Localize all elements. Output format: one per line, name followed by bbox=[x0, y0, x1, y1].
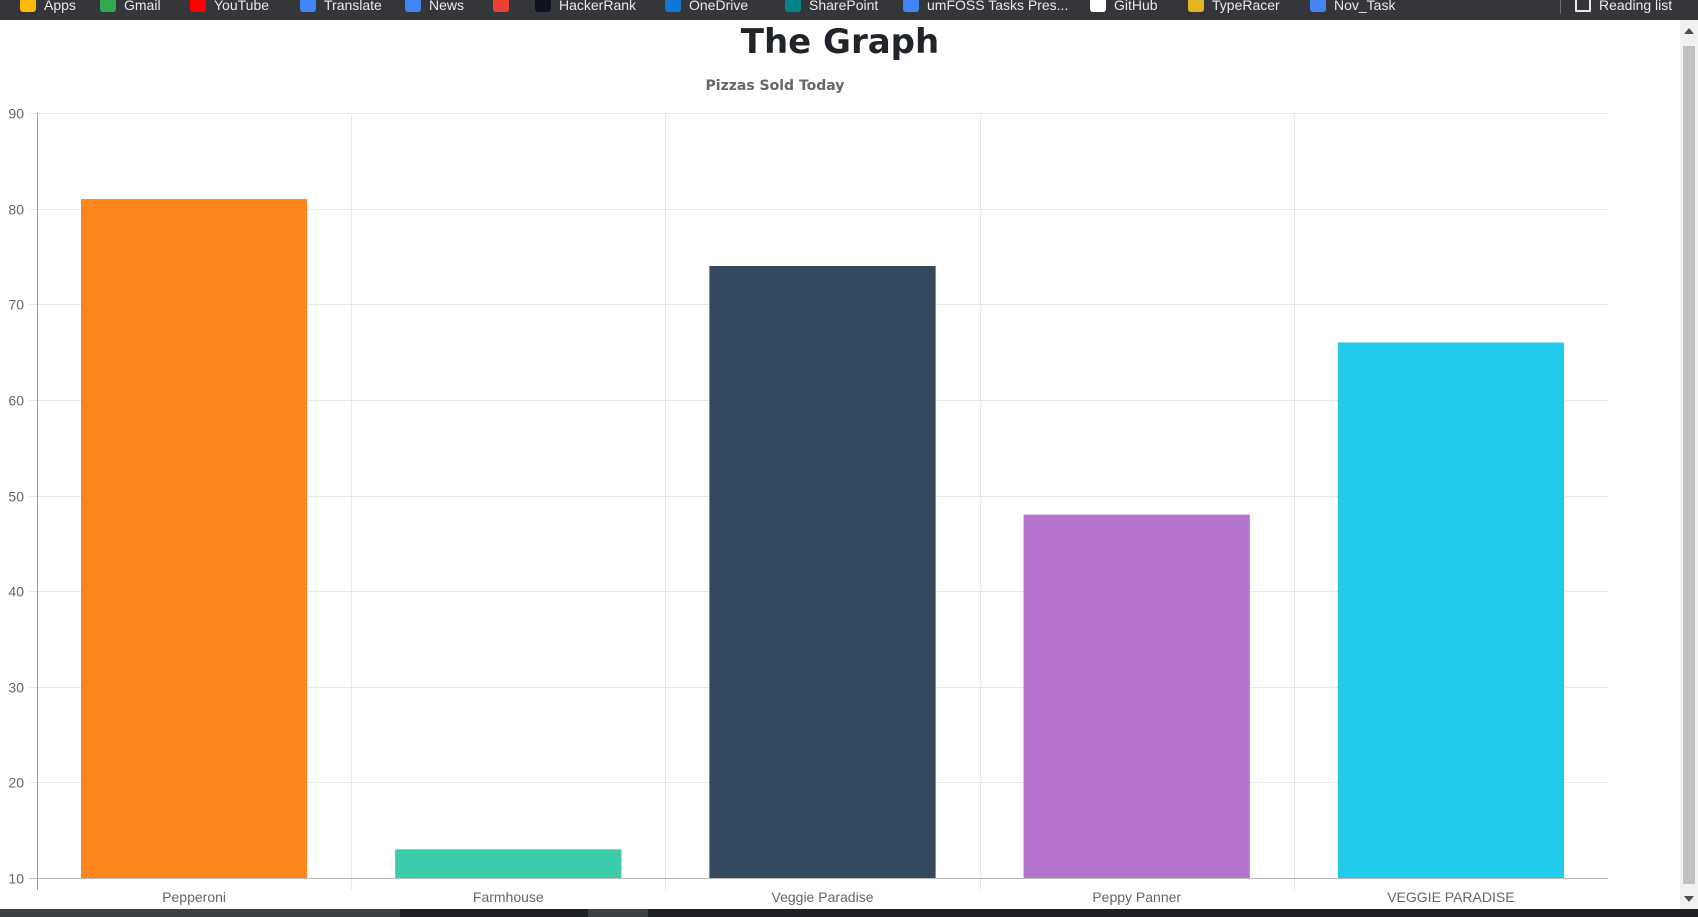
scroll-up-arrow-icon[interactable] bbox=[1684, 28, 1694, 34]
bookmark-label: Gmail bbox=[124, 0, 161, 13]
taskbar-strip bbox=[0, 909, 1698, 917]
x-tick-label: Pepperoni bbox=[162, 889, 226, 905]
y-tick-label: 30 bbox=[8, 680, 24, 696]
bookmark-label: Apps bbox=[44, 0, 76, 13]
bookmark-item[interactable]: HackerRank bbox=[535, 0, 636, 15]
taskbar-segment bbox=[0, 909, 400, 917]
bookmark-label: OneDrive bbox=[689, 0, 749, 13]
bookmark-item[interactable]: News bbox=[405, 0, 464, 15]
bookmark-label: Nov_Task bbox=[1334, 0, 1396, 13]
onedrive-icon bbox=[665, 0, 681, 12]
bookmark-item[interactable]: TypeRacer bbox=[1188, 0, 1280, 15]
github-icon bbox=[1090, 0, 1106, 12]
y-tick-label: 40 bbox=[8, 584, 24, 600]
bookmark-item[interactable]: GitHub bbox=[1090, 0, 1158, 15]
x-tick-label: Farmhouse bbox=[473, 889, 544, 905]
bookmark-item[interactable]: Translate bbox=[300, 0, 382, 15]
y-tick-label: 20 bbox=[8, 775, 24, 791]
x-tick-label: VEGGIE PARADISE bbox=[1387, 889, 1514, 905]
bookmark-label: TypeRacer bbox=[1212, 0, 1280, 13]
y-tick-label: 50 bbox=[8, 489, 24, 505]
docs-icon bbox=[1310, 0, 1326, 12]
chart-title: Pizzas Sold Today bbox=[706, 78, 845, 94]
bars bbox=[80, 199, 1565, 879]
bookmark-item[interactable]: SharePoint bbox=[785, 0, 878, 15]
bar[interactable] bbox=[1023, 514, 1250, 878]
reading-list-label: Reading list bbox=[1599, 0, 1673, 13]
scroll-down-arrow-icon[interactable] bbox=[1684, 896, 1694, 902]
youtube-icon bbox=[190, 0, 206, 12]
scrollbar-thumb[interactable] bbox=[1683, 46, 1695, 884]
bar[interactable] bbox=[80, 199, 308, 878]
y-tick-label: 80 bbox=[8, 202, 24, 218]
gmail-icon bbox=[100, 0, 116, 12]
axes bbox=[29, 113, 1608, 890]
bookmark-label: News bbox=[429, 0, 465, 13]
bookmark-item[interactable]: umFOSS Tasks Pres... bbox=[903, 0, 1068, 15]
reading-list-button[interactable]: Reading list bbox=[1575, 0, 1672, 15]
apps-grid-icon bbox=[20, 0, 36, 12]
reading-list-icon bbox=[1575, 0, 1591, 12]
bookmark-label: SharePoint bbox=[809, 0, 879, 13]
bookmark-label: Translate bbox=[324, 0, 382, 13]
translate-icon bbox=[300, 0, 316, 12]
bookmark-label: GitHub bbox=[1114, 0, 1158, 13]
x-tick-labels: Pepperoni Farmhouse Veggie Paradise Peppy P… bbox=[162, 889, 1514, 905]
taskbar-segment bbox=[588, 909, 648, 917]
chrome-icon bbox=[493, 0, 509, 12]
y-tick-label: 10 bbox=[8, 871, 24, 887]
vertical-scrollbar[interactable] bbox=[1680, 20, 1698, 909]
bookmark-label: YouTube bbox=[214, 0, 270, 13]
sharepoint-icon bbox=[785, 0, 801, 12]
bar[interactable] bbox=[1337, 342, 1565, 879]
typeracer-icon bbox=[1188, 0, 1204, 12]
bookmarks-separator bbox=[1560, 0, 1561, 14]
bookmark-item[interactable] bbox=[493, 0, 509, 15]
bookmarks-bar: Apps Gmail YouTube Translate News HackerRank O… bbox=[0, 0, 1698, 20]
x-tick-label: Veggie Paradise bbox=[772, 889, 874, 905]
bookmark-item[interactable]: Gmail bbox=[100, 0, 161, 15]
bookmark-label: umFOSS Tasks Pres... bbox=[927, 0, 1069, 13]
hackerrank-icon bbox=[535, 0, 551, 12]
y-tick-labels: 10 20 30 40 50 60 70 80 90 bbox=[8, 106, 24, 887]
bookmark-item[interactable]: YouTube bbox=[190, 0, 269, 15]
bar[interactable] bbox=[395, 849, 622, 878]
bookmark-label: HackerRank bbox=[559, 0, 637, 13]
docs-icon bbox=[903, 0, 919, 12]
y-tick-label: 60 bbox=[8, 393, 24, 409]
bookmark-item[interactable]: Nov_Task bbox=[1310, 0, 1395, 15]
x-tick-label: Peppy Panner bbox=[1092, 889, 1181, 905]
news-icon bbox=[405, 0, 421, 12]
bar[interactable] bbox=[709, 266, 936, 878]
page-title: The Graph bbox=[740, 22, 940, 62]
bookmark-item[interactable]: Apps bbox=[20, 0, 76, 15]
y-tick-label: 90 bbox=[8, 106, 24, 122]
y-tick-label: 70 bbox=[8, 297, 24, 313]
bookmark-item[interactable]: OneDrive bbox=[665, 0, 748, 15]
